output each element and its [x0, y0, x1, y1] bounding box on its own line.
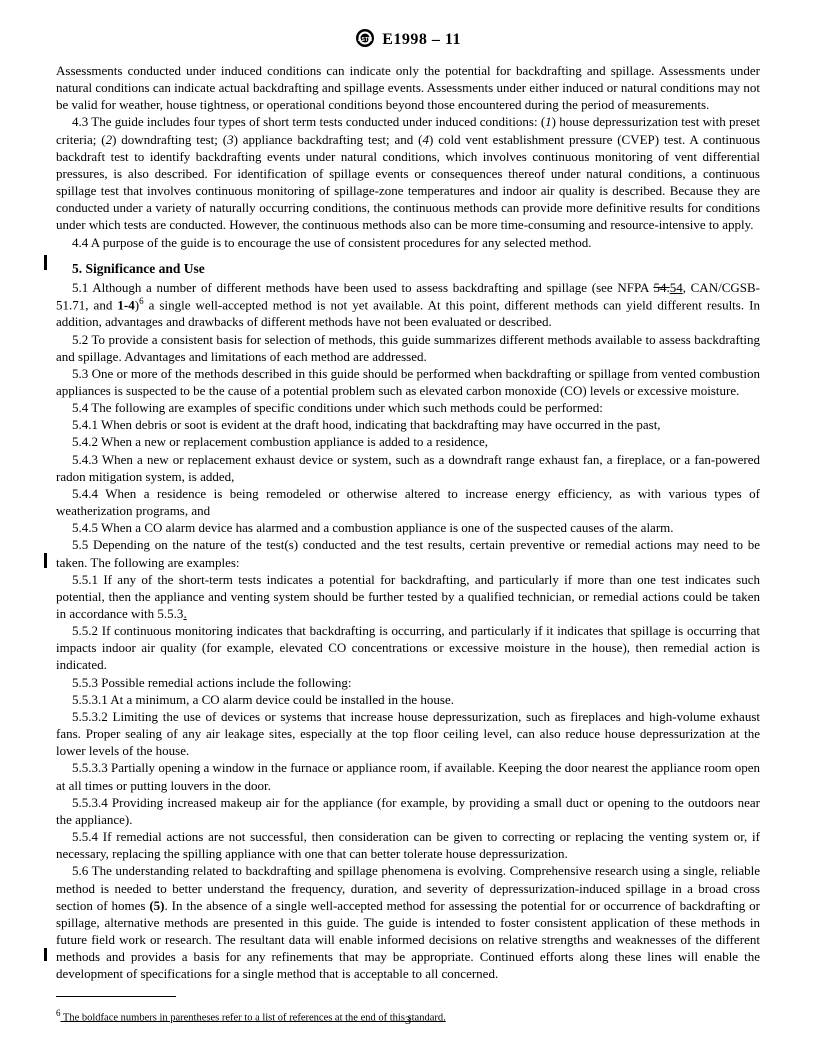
body-text: 4.3 The guide includes four types of sho… [56, 113, 760, 233]
body-text: 4.4 A purpose of the guide is to encoura… [56, 234, 760, 251]
body-text: 5.5.2 If continuous monitoring indicates… [56, 622, 760, 673]
section-heading: 5. Significance and Use [56, 261, 760, 277]
body-text: 5.5.4 If remedial actions are not succes… [56, 828, 760, 862]
text: a single well-accepted method is not yet… [56, 297, 760, 329]
page-number: 3 [56, 1013, 760, 1028]
text: 5.1 Although a number of different metho… [72, 280, 653, 295]
text: 4.3 The guide includes four types of sho… [72, 114, 545, 129]
body-text: 5.5.3.3 Partially opening a window in th… [56, 759, 760, 793]
body-text: 5.4.4 When a residence is being remodele… [56, 485, 760, 519]
body-text: 5.4.1 When debris or soot is evident at … [56, 416, 760, 433]
body-text: 5.5.3 Possible remedial actions include … [56, 674, 760, 691]
body-text: 5.5.1 If any of the short-term tests ind… [56, 571, 760, 622]
astm-logo-icon: ASTM [355, 28, 375, 52]
underlined-text: . [183, 606, 186, 621]
body-text: 5.1 Although a number of different metho… [56, 279, 760, 331]
document-id: E1998 – 11 [382, 31, 461, 49]
text: 5.5.1 If any of the short-term tests ind… [56, 572, 760, 621]
body-text: Assessments conducted under induced cond… [56, 62, 760, 113]
struck-text: 54. [653, 280, 669, 295]
text: ) downdrafting test; ( [112, 132, 227, 147]
change-bar [44, 948, 47, 961]
body-text: 5.4.5 When a CO alarm device has alarmed… [56, 519, 760, 536]
svg-text:ASTM: ASTM [358, 37, 372, 43]
body-text: 5.5.3.4 Providing increased makeup air f… [56, 794, 760, 828]
bold-ref: (5) [149, 898, 164, 913]
body-text: 5.5.3.1 At a minimum, a CO alarm device … [56, 691, 760, 708]
body-text: 5.4 The following are examples of specif… [56, 399, 760, 416]
page-header: ASTM E1998 – 11 [56, 28, 760, 52]
change-bar [44, 553, 47, 568]
body-text: 5.4.3 When a new or replacement exhaust … [56, 451, 760, 485]
underlined-text: 54 [670, 280, 683, 295]
body-text: 5.5 Depending on the nature of the test(… [56, 536, 760, 570]
body-text: 5.5.3.2 Limiting the use of devices or s… [56, 708, 760, 759]
change-bar [44, 255, 47, 270]
body-text: 5.6 The understanding related to backdra… [56, 862, 760, 982]
bold-ref: 1-4 [117, 297, 134, 312]
text: ) appliance backdrafting test; and ( [234, 132, 423, 147]
body-text: 5.2 To provide a consistent basis for se… [56, 331, 760, 365]
body-text: 5.3 One or more of the methods described… [56, 365, 760, 399]
footnote-rule [56, 996, 176, 997]
body-text: 5.4.2 When a new or replacement combusti… [56, 433, 760, 450]
